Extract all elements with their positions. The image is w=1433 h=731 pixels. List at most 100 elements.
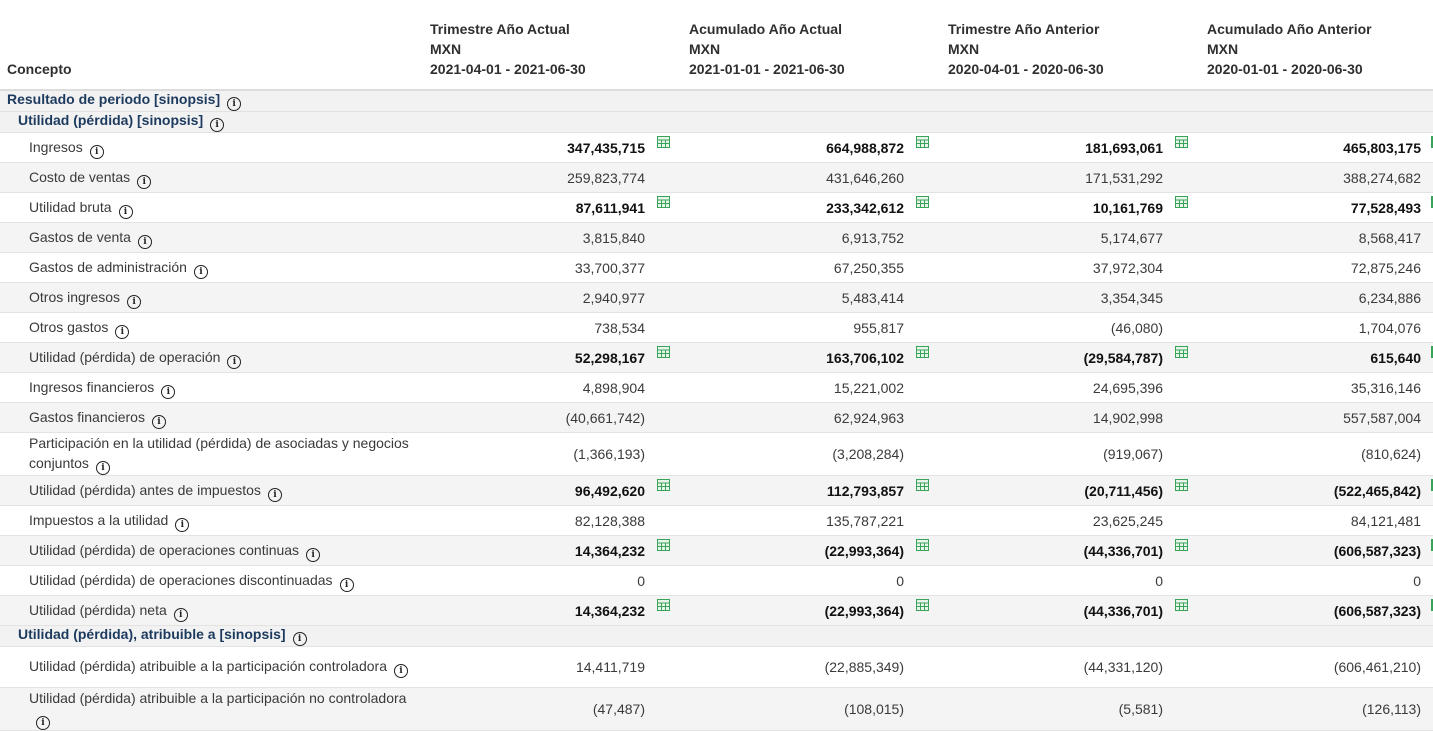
info-icon[interactable]: i xyxy=(227,354,242,369)
value-cell: 82,128,388 xyxy=(422,505,681,536)
table-row: Utilidad (pérdida) de operaciones contin… xyxy=(0,535,1433,566)
cell-value: (46,080) xyxy=(1110,319,1163,336)
cell-value: (44,336,701) xyxy=(1083,542,1163,559)
value-cell: (5,581) xyxy=(940,687,1199,731)
calculator-icon[interactable] xyxy=(916,599,929,611)
calculator-icon[interactable] xyxy=(1431,136,1433,148)
header-row: Concepto Trimestre Año Actual MXN 2021-0… xyxy=(0,0,1433,91)
value-cell: (22,993,364) xyxy=(681,535,940,566)
value-cell: (1,366,193) xyxy=(422,432,681,476)
value-cell: 171,531,292 xyxy=(940,162,1199,193)
info-icon[interactable]: i xyxy=(339,577,354,592)
cell-value: 738,534 xyxy=(594,319,645,336)
value-cell: (44,336,701) xyxy=(940,595,1199,626)
calculator-icon[interactable] xyxy=(1431,539,1433,551)
cell-value: 664,988,872 xyxy=(826,139,904,156)
calculator-icon[interactable] xyxy=(657,196,670,208)
calculator-icon[interactable] xyxy=(1175,479,1188,491)
value-cell: 24,695,396 xyxy=(940,372,1199,403)
info-icon[interactable]: i xyxy=(89,144,104,159)
calculator-icon[interactable] xyxy=(657,479,670,491)
info-icon[interactable]: i xyxy=(127,294,142,309)
table-row: Utilidad (pérdida) de operación i 52,298,1… xyxy=(0,342,1433,373)
info-icon[interactable]: i xyxy=(227,97,242,111)
calculator-icon[interactable] xyxy=(1175,346,1188,358)
value-cell: (46,080) xyxy=(940,312,1199,343)
table-row: Gastos de administración i 33,700,377 67,25… xyxy=(0,252,1433,283)
value-cell: 615,640 xyxy=(1199,342,1433,373)
info-icon[interactable]: i xyxy=(36,716,50,730)
cell-value: 5,174,677 xyxy=(1100,229,1163,246)
calculator-icon[interactable] xyxy=(657,539,670,551)
info-icon[interactable]: i xyxy=(292,632,307,646)
info-icon[interactable]: i xyxy=(193,264,208,279)
concept-header: Concepto xyxy=(0,0,422,91)
column-header: Acumulado Año Anterior MXN 2020-01-01 - … xyxy=(1199,0,1433,91)
calculator-icon[interactable] xyxy=(657,136,670,148)
value-cell: (40,661,742) xyxy=(422,402,681,433)
column-header: Trimestre Año Actual MXN 2021-04-01 - 20… xyxy=(422,0,681,91)
row-label: Ingresos xyxy=(29,138,83,155)
info-icon[interactable]: i xyxy=(267,487,282,502)
info-icon[interactable]: i xyxy=(161,384,176,399)
calculator-icon[interactable] xyxy=(1175,136,1188,148)
info-icon[interactable]: i xyxy=(173,607,188,622)
cell-value: 84,121,481 xyxy=(1350,512,1421,529)
info-icon[interactable]: i xyxy=(137,174,152,189)
table-row: Costo de ventas i 259,823,774 431,646,260 17… xyxy=(0,162,1433,193)
value-cell: 33,700,377 xyxy=(422,252,681,283)
info-icon[interactable]: i xyxy=(115,324,130,339)
info-icon[interactable]: i xyxy=(151,414,166,429)
value-cell: 388,274,682 xyxy=(1199,162,1433,193)
value-cell: 14,411,719 xyxy=(422,646,681,688)
info-icon[interactable]: i xyxy=(137,234,152,249)
cell-value: (606,461,210) xyxy=(1333,659,1421,675)
section-row: Utilidad (pérdida), atribuible a [sinops… xyxy=(0,625,1433,647)
value-cell: 15,221,002 xyxy=(681,372,940,403)
value-cell: 0 xyxy=(422,565,681,596)
value-cell: 0 xyxy=(940,565,1199,596)
cell-value: 72,875,246 xyxy=(1350,259,1421,276)
row-label: Gastos de venta xyxy=(29,228,131,245)
column-header: Trimestre Año Anterior MXN 2020-04-01 - … xyxy=(940,0,1199,91)
value-cell: 112,793,857 xyxy=(681,475,940,506)
cell-value: 14,902,998 xyxy=(1092,409,1163,426)
calculator-icon[interactable] xyxy=(1431,196,1433,208)
value-cell: 0 xyxy=(1199,565,1433,596)
calculator-icon[interactable] xyxy=(657,346,670,358)
info-icon[interactable]: i xyxy=(118,204,133,219)
cell-value: 347,435,715 xyxy=(567,139,645,156)
row-label: Utilidad bruta xyxy=(29,198,112,215)
calculator-icon[interactable] xyxy=(916,136,929,148)
calculator-icon[interactable] xyxy=(657,599,670,611)
cell-value: 96,492,620 xyxy=(574,482,645,499)
value-cell: 96,492,620 xyxy=(422,475,681,506)
value-cell: 135,787,221 xyxy=(681,505,940,536)
table-row: Utilidad (pérdida) de operaciones discon… xyxy=(0,565,1433,596)
info-icon[interactable]: i xyxy=(210,118,225,132)
info-icon[interactable]: i xyxy=(95,461,110,475)
calculator-icon[interactable] xyxy=(1175,196,1188,208)
value-cell: 233,342,612 xyxy=(681,192,940,223)
value-cell: (606,587,323) xyxy=(1199,535,1433,566)
value-cell: 14,364,232 xyxy=(422,535,681,566)
table-row: Ingresos financieros i 4,898,904 15,221,002… xyxy=(0,372,1433,403)
table-row: Ingresos i 347,435,715 664,988,872 181,693,0… xyxy=(0,132,1433,163)
calculator-icon[interactable] xyxy=(1431,599,1433,611)
cell-value: 33,700,377 xyxy=(574,259,645,276)
value-cell: 6,234,886 xyxy=(1199,282,1433,313)
info-icon[interactable]: i xyxy=(393,664,408,678)
calculator-icon[interactable] xyxy=(916,539,929,551)
cell-value: (810,624) xyxy=(1361,446,1421,462)
calculator-icon[interactable] xyxy=(916,479,929,491)
info-icon[interactable]: i xyxy=(306,547,321,562)
calculator-icon[interactable] xyxy=(1431,479,1433,491)
value-cell: 0 xyxy=(681,565,940,596)
calculator-icon[interactable] xyxy=(1175,539,1188,551)
info-icon[interactable]: i xyxy=(175,517,190,532)
calculator-icon[interactable] xyxy=(1175,599,1188,611)
calculator-icon[interactable] xyxy=(916,346,929,358)
calculator-icon[interactable] xyxy=(916,196,929,208)
calculator-icon[interactable] xyxy=(1431,346,1433,358)
